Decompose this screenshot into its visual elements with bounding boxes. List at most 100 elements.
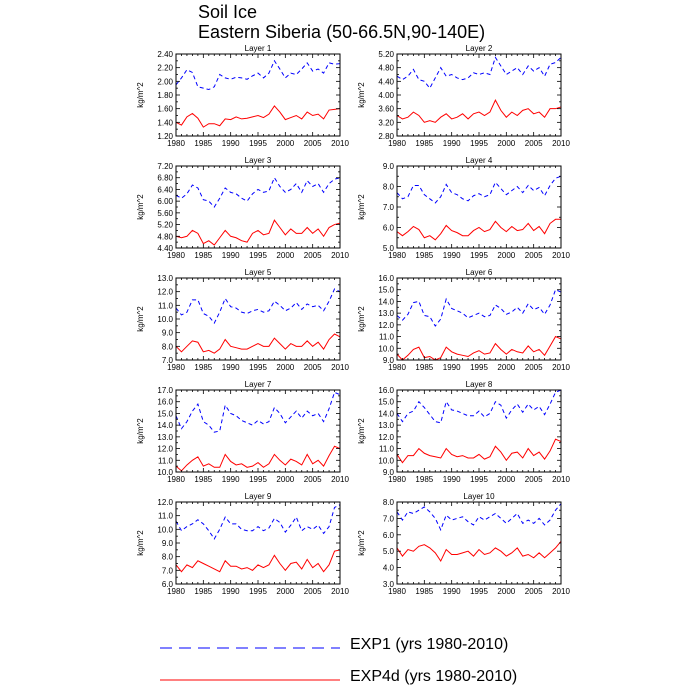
x-tick-label: 1995 (249, 251, 267, 260)
x-tick-label: 1985 (194, 587, 212, 596)
series-line-exp4d (396, 541, 562, 563)
x-tick-label: 2000 (497, 587, 515, 596)
y-tick-label: 7.0 (162, 566, 174, 575)
x-tick-label: 1980 (167, 363, 185, 372)
x-tick-label: 1990 (443, 363, 461, 372)
y-tick-label: 13.0 (157, 433, 173, 442)
y-tick-label: 6.0 (162, 580, 174, 589)
x-tick-label: 2005 (525, 251, 543, 260)
y-tick-label: 16.0 (378, 386, 394, 395)
x-tick-label: 1980 (167, 475, 185, 484)
series-line-exp1 (396, 56, 562, 90)
x-tick-label: 1995 (249, 363, 267, 372)
y-tick-label: 6.80 (157, 174, 173, 183)
panel-title: Layer 3 (245, 156, 272, 165)
y-tick-label: 4.40 (157, 244, 173, 253)
y-tick-label: 10.0 (378, 344, 394, 353)
panel-layer-5: 1980 1985 1990 1995 2000 2005 2010 7.0 8.0 9.0 10.… (136, 268, 349, 372)
series-line-exp1 (396, 503, 562, 532)
y-tick-label: 11.0 (379, 445, 395, 454)
legend-label-exp1: EXP1 (yrs 1980-2010) (350, 636, 509, 653)
y-tick-label: 2.40 (157, 50, 173, 59)
y-tick-label: 7.0 (162, 356, 174, 365)
x-tick-label: 1995 (249, 139, 267, 148)
figure-subtitle: Eastern Siberia (50-66.5N,90-140E) (198, 22, 486, 42)
x-tick-label: 2010 (331, 587, 349, 596)
panel-title: Layer 8 (466, 380, 493, 389)
x-tick-label: 1985 (415, 251, 433, 260)
x-tick-label: 1995 (470, 475, 488, 484)
y-tick-label: 3.20 (378, 118, 394, 127)
x-tick-label: 1990 (222, 139, 240, 148)
y-tick-label: 4.80 (378, 64, 394, 73)
y-tick-label: 1.80 (157, 91, 173, 100)
x-tick-label: 2005 (525, 587, 543, 596)
y-tick-label: 1.60 (157, 105, 173, 114)
y-tick-label: 5.0 (383, 244, 395, 253)
y-tick-label: 1.20 (157, 132, 173, 141)
y-axis-label: kg/m^2 (357, 530, 366, 556)
y-tick-label: 16.0 (157, 398, 173, 407)
x-tick-label: 2005 (304, 475, 322, 484)
x-tick-label: 1990 (443, 587, 461, 596)
x-tick-label: 2005 (304, 251, 322, 260)
figure-title: Soil Ice (198, 2, 258, 22)
y-axis-label: kg/m^2 (136, 82, 145, 108)
legend-entry-exp1: EXP1 (yrs 1980-2010) (160, 636, 580, 660)
series-line-exp4d (175, 445, 341, 472)
y-tick-label: 5.20 (157, 221, 173, 230)
x-tick-label: 2010 (331, 139, 349, 148)
y-tick-label: 5.0 (383, 547, 395, 556)
plot-frame (396, 389, 562, 473)
x-tick-label: 2005 (525, 363, 543, 372)
x-tick-label: 2000 (276, 363, 294, 372)
x-tick-label: 1995 (249, 475, 267, 484)
panel-layer-6: 1980 1985 1990 1995 2000 2005 2010 9.0 10.0 11.0 1… (357, 268, 570, 372)
series-line-exp1 (396, 289, 562, 327)
panel-layer-7: 1980 1985 1990 1995 2000 2005 2010 10.0 11.0 12.0… (136, 380, 349, 484)
x-tick-label: 1990 (222, 251, 240, 260)
series-line-exp1 (175, 391, 341, 433)
x-tick-label: 2000 (276, 139, 294, 148)
series-line-exp1 (175, 176, 341, 208)
x-tick-label: 2005 (525, 139, 543, 148)
plot-frame (175, 165, 341, 249)
x-tick-label: 1985 (194, 139, 212, 148)
x-tick-label: 2010 (552, 475, 570, 484)
series-line-exp1 (396, 389, 562, 424)
y-tick-label: 10.0 (378, 456, 394, 465)
y-tick-label: 1.40 (157, 118, 173, 127)
y-axis-label: kg/m^2 (357, 82, 366, 108)
panel-title: Layer 5 (245, 268, 272, 277)
plot-frame (175, 501, 341, 585)
y-tick-label: 8.0 (383, 498, 395, 507)
series-line-exp4d (175, 549, 341, 573)
y-tick-label: 4.00 (378, 91, 394, 100)
plot-frame (175, 53, 341, 137)
y-tick-label: 11.0 (158, 301, 174, 310)
x-tick-label: 1980 (388, 139, 406, 148)
y-tick-label: 9.0 (383, 162, 395, 171)
y-tick-label: 12.0 (157, 445, 173, 454)
x-tick-label: 2010 (331, 475, 349, 484)
x-tick-label: 1985 (194, 475, 212, 484)
y-axis-label: kg/m^2 (136, 306, 145, 332)
y-axis-label: kg/m^2 (136, 530, 145, 556)
x-tick-label: 2000 (497, 139, 515, 148)
y-tick-label: 6.0 (383, 224, 395, 233)
y-tick-label: 12.0 (157, 498, 173, 507)
series-line-exp4d (175, 105, 341, 128)
legend-line-exp1 (160, 647, 340, 649)
x-tick-label: 2005 (304, 587, 322, 596)
y-tick-label: 14.0 (378, 297, 394, 306)
x-tick-label: 1980 (388, 587, 406, 596)
x-tick-label: 2000 (497, 363, 515, 372)
y-axis-label: kg/m^2 (357, 306, 366, 332)
y-tick-label: 9.0 (383, 356, 395, 365)
legend-line-exp4d (160, 679, 340, 681)
y-tick-label: 10.0 (157, 468, 173, 477)
y-tick-label: 4.0 (383, 564, 395, 573)
plot-frame (175, 389, 341, 473)
y-tick-label: 15.0 (378, 398, 394, 407)
legend: EXP1 (yrs 1980-2010) EXP4d (yrs 1980-201… (160, 636, 580, 696)
